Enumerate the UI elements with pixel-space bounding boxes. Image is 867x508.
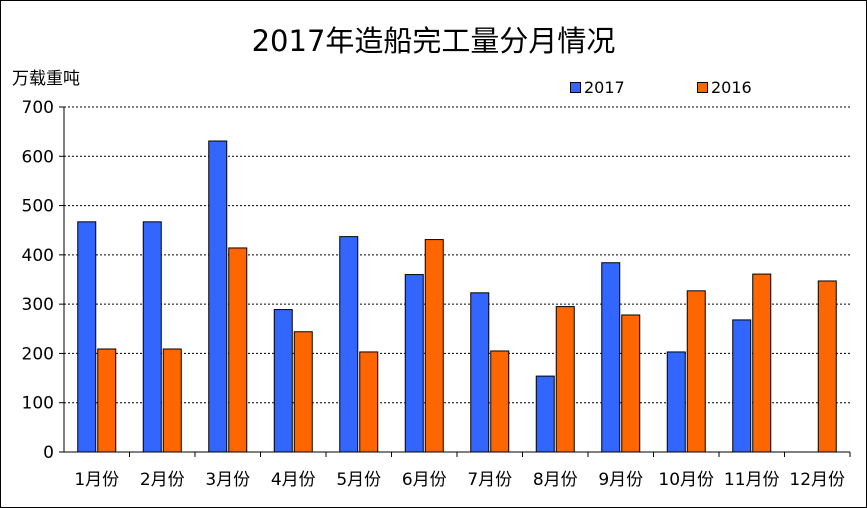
bar-2017-11 [732,319,752,453]
x-tick-label: 5月份 [336,470,381,490]
bar-2016-3 [228,247,248,453]
bar-2016-11 [752,273,772,453]
y-tick-label: 400 [22,246,54,266]
y-tick-label: 600 [22,147,54,167]
chart-title: 2017年造船完工量分月情况 [251,24,616,58]
legend-swatch-2017 [570,82,581,93]
legend-item-2016: 2016 [697,78,752,97]
bar-2017-5 [339,236,359,453]
bar-2016-10 [686,290,706,453]
bar-2017-8 [535,375,555,453]
x-tick-label: 11月份 [724,470,780,490]
y-tick-label: 700 [22,98,54,118]
bar-2017-10 [666,351,686,453]
bar-2016-7 [490,350,510,453]
x-tick-label: 12月份 [789,470,845,490]
x-tick-label: 3月份 [205,470,250,490]
bar-2016-1 [97,348,117,453]
y-tick-label: 200 [22,344,54,364]
x-tick-label: 7月份 [467,470,512,490]
x-tick-label: 2月份 [140,470,185,490]
legend-label-2016: 2016 [711,78,752,97]
x-tick-label: 1月份 [74,470,119,490]
y-tick-label: 500 [22,197,54,217]
x-tick-label: 9月份 [598,470,643,490]
y-tick-label: 100 [22,394,54,414]
y-tick-label: 0 [43,443,54,463]
bar-2017-3 [208,140,228,453]
bar-2016-6 [424,239,444,453]
x-tick-label: 10月份 [658,470,714,490]
x-tick-label: 6月份 [402,470,447,490]
x-tick-label: 8月份 [533,470,578,490]
legend-swatch-2016 [697,82,708,93]
bar-2016-12 [817,280,837,453]
bar-2017-6 [404,274,424,453]
bar-2017-4 [273,309,293,453]
x-tick-label: 4月份 [271,470,316,490]
bar-2016-2 [162,348,182,453]
legend-label-2017: 2017 [584,78,625,97]
bar-2017-7 [470,292,490,453]
bar-2016-9 [621,314,641,453]
bar-2017-2 [142,221,162,453]
y-tick-label: 300 [22,295,54,315]
bar-2016-8 [555,306,575,453]
bar-2017-1 [77,221,97,453]
bar-2016-4 [293,331,313,453]
bar-2017-9 [601,262,621,453]
bar-2016-5 [359,351,379,453]
legend-item-2017: 2017 [570,78,625,97]
y-axis-unit-label: 万载重吨 [12,69,80,89]
